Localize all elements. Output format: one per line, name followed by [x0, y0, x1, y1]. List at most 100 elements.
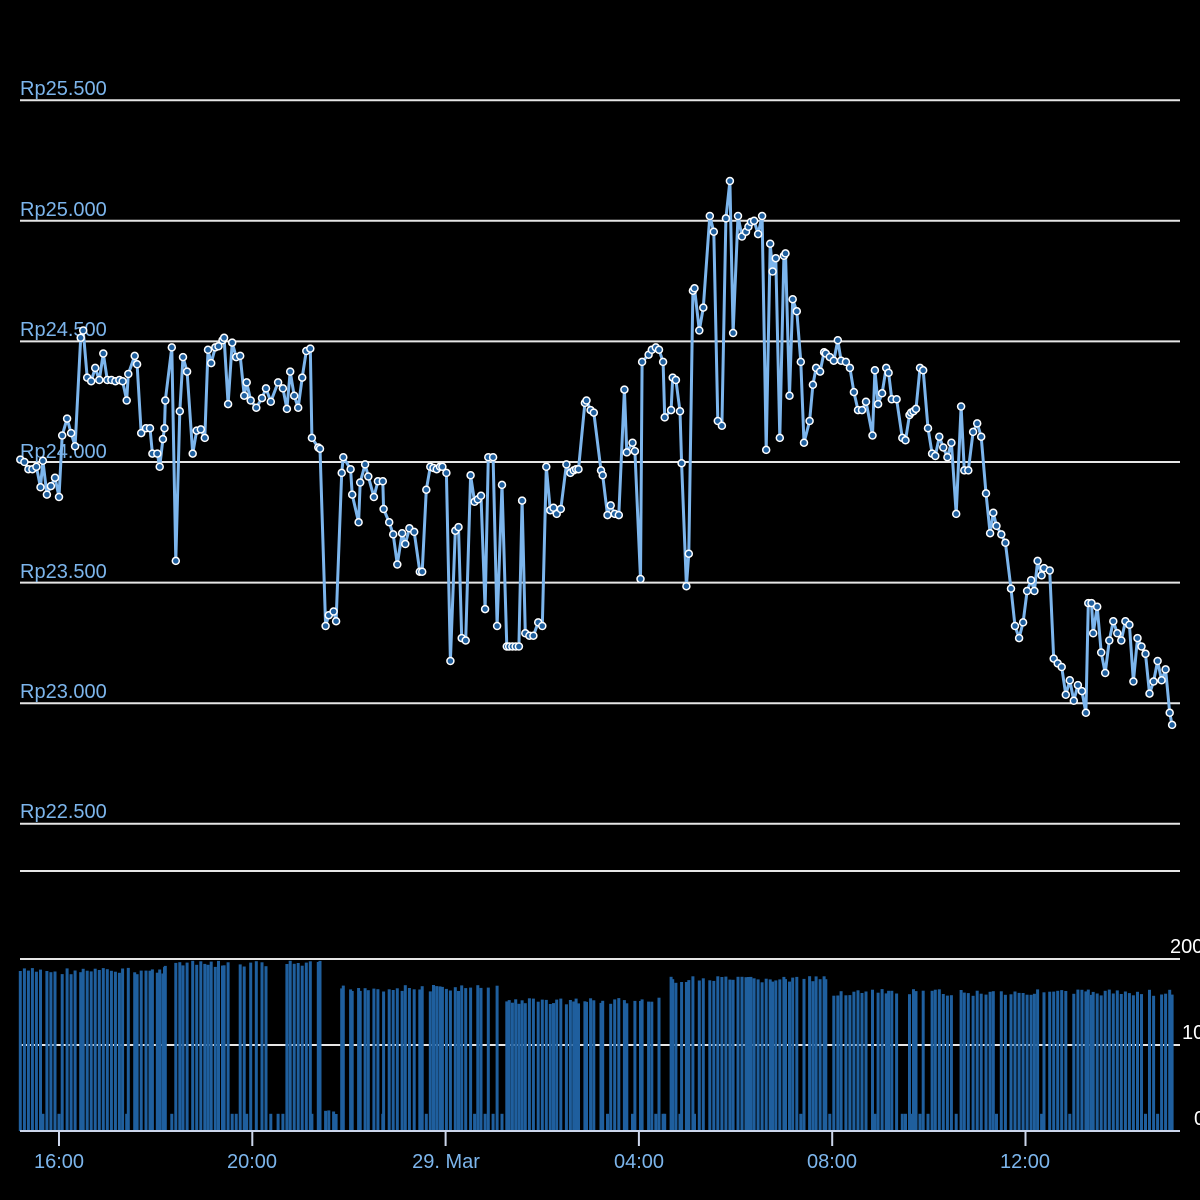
volume-bar[interactable]	[34, 971, 38, 1131]
volume-bar[interactable]	[101, 968, 105, 1131]
price-point-marker[interactable]	[918, 366, 928, 375]
volume-bar[interactable]	[230, 1113, 234, 1131]
volume-bar[interactable]	[687, 980, 691, 1131]
price-point-marker[interactable]	[454, 522, 463, 532]
volume-bar[interactable]	[921, 990, 925, 1131]
price-point-marker[interactable]	[964, 466, 973, 475]
price-point-marker[interactable]	[76, 333, 85, 343]
volume-bar[interactable]	[310, 1113, 314, 1131]
price-point-marker[interactable]	[1001, 538, 1010, 548]
volume-bar[interactable]	[856, 990, 860, 1131]
price-point-marker[interactable]	[753, 229, 763, 239]
volume-bar[interactable]	[486, 987, 490, 1131]
volume-bar[interactable]	[1107, 989, 1111, 1131]
price-point-marker[interactable]	[671, 375, 681, 385]
volume-bar[interactable]	[500, 1113, 504, 1131]
price-point-marker[interactable]	[466, 471, 475, 480]
volume-bar[interactable]	[531, 998, 535, 1131]
volume-bar[interactable]	[760, 982, 764, 1131]
price-point-marker[interactable]	[861, 397, 871, 406]
price-point-marker[interactable]	[242, 378, 251, 387]
volume-bar[interactable]	[163, 965, 167, 1131]
volume-bar[interactable]	[226, 962, 230, 1131]
price-point-marker[interactable]	[997, 530, 1006, 539]
volume-bar[interactable]	[387, 989, 391, 1131]
volume-bar[interactable]	[135, 974, 139, 1131]
volume-bar[interactable]	[304, 962, 308, 1131]
volume-bar[interactable]	[890, 990, 894, 1131]
price-point-marker[interactable]	[1081, 708, 1091, 718]
volume-bar[interactable]	[657, 997, 661, 1131]
price-point-marker[interactable]	[1065, 676, 1075, 685]
volume-bar[interactable]	[209, 961, 213, 1131]
volume-bar[interactable]	[1119, 994, 1123, 1131]
volume-bar[interactable]	[376, 989, 380, 1131]
volume-bar[interactable]	[975, 990, 979, 1131]
price-point-marker[interactable]	[857, 405, 867, 415]
price-point-marker[interactable]	[397, 528, 407, 538]
volume-bar[interactable]	[984, 994, 988, 1131]
volume-bar[interactable]	[191, 960, 195, 1131]
price-point-marker[interactable]	[297, 373, 307, 382]
volume-bar[interactable]	[697, 980, 701, 1132]
price-point-marker[interactable]	[658, 357, 668, 367]
volume-bar[interactable]	[1040, 1113, 1044, 1131]
price-point-marker[interactable]	[339, 452, 348, 462]
price-point-marker[interactable]	[246, 396, 255, 405]
volume-bar[interactable]	[53, 971, 57, 1132]
volume-bar[interactable]	[324, 1110, 328, 1131]
volume-bar[interactable]	[836, 995, 840, 1132]
price-point-marker[interactable]	[57, 431, 67, 440]
price-point-marker[interactable]	[62, 414, 72, 423]
volume-bar[interactable]	[73, 970, 77, 1132]
volume-bar[interactable]	[1136, 991, 1139, 1131]
volume-bar[interactable]	[720, 977, 724, 1131]
price-point-marker[interactable]	[178, 352, 188, 362]
price-point-marker[interactable]	[1165, 708, 1174, 718]
volume-bar[interactable]	[495, 985, 499, 1131]
volume-bar[interactable]	[382, 991, 386, 1132]
price-point-marker[interactable]	[1092, 602, 1102, 611]
price-point-marker[interactable]	[203, 345, 213, 355]
volume-bar[interactable]	[555, 999, 559, 1131]
volume-bar[interactable]	[174, 962, 178, 1131]
volume-bar[interactable]	[195, 964, 199, 1131]
volume-bar[interactable]	[245, 1113, 249, 1131]
volume-bar[interactable]	[400, 990, 404, 1131]
volume-bar[interactable]	[109, 970, 113, 1131]
volume-bar[interactable]	[318, 960, 322, 1131]
volume-bar[interactable]	[26, 970, 30, 1131]
volume-bar[interactable]	[559, 998, 563, 1131]
volume-bar[interactable]	[782, 976, 786, 1131]
volume-bar[interactable]	[432, 985, 435, 1131]
volume-bar[interactable]	[81, 968, 85, 1131]
volume-bar[interactable]	[712, 980, 716, 1131]
price-point-marker[interactable]	[235, 351, 245, 361]
volume-bar[interactable]	[1090, 994, 1093, 1131]
volume-bar[interactable]	[756, 979, 760, 1131]
volume-bar[interactable]	[363, 988, 367, 1131]
price-point-marker[interactable]	[614, 510, 624, 520]
price-point-marker[interactable]	[282, 404, 292, 414]
volume-bar[interactable]	[599, 1002, 603, 1131]
volume-bar[interactable]	[684, 982, 688, 1131]
volume-bar[interactable]	[238, 964, 242, 1131]
volume-bar[interactable]	[589, 998, 593, 1131]
volume-bar[interactable]	[1080, 989, 1084, 1131]
price-point-marker[interactable]	[1167, 720, 1177, 730]
price-point-marker[interactable]	[360, 460, 370, 469]
volume-bar[interactable]	[791, 977, 795, 1131]
price-point-marker[interactable]	[805, 416, 814, 426]
price-point-marker[interactable]	[684, 549, 694, 558]
volume-bar[interactable]	[334, 1114, 338, 1131]
volume-bar[interactable]	[79, 972, 83, 1131]
volume-bar[interactable]	[708, 980, 712, 1131]
volume-bar[interactable]	[105, 969, 109, 1131]
price-point-marker[interactable]	[214, 341, 223, 351]
volume-bar[interactable]	[774, 980, 778, 1131]
volume-bar[interactable]	[999, 991, 1003, 1131]
volume-bar[interactable]	[65, 968, 69, 1131]
volume-bar[interactable]	[609, 1003, 613, 1131]
volume-bar[interactable]	[764, 978, 768, 1131]
volume-bar[interactable]	[428, 991, 432, 1131]
